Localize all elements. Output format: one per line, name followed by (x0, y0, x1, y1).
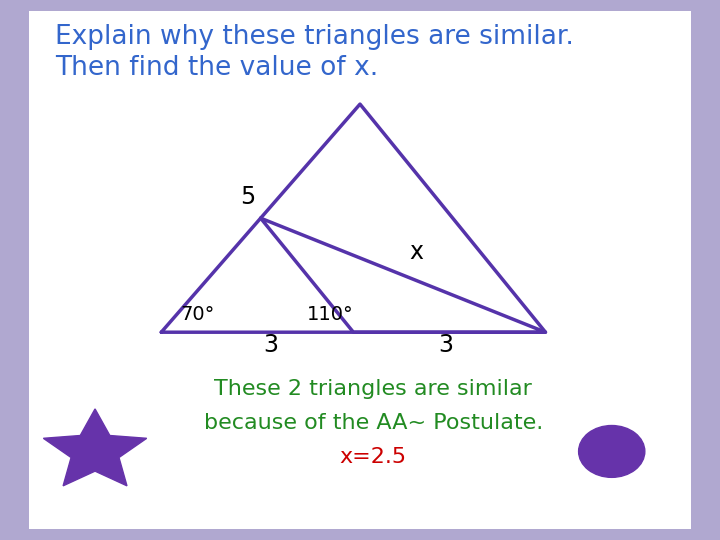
Text: Then find the value of x.: Then find the value of x. (55, 55, 379, 81)
Text: 5: 5 (240, 185, 255, 210)
Text: 70°: 70° (181, 305, 215, 323)
Text: Explain why these triangles are similar.: Explain why these triangles are similar. (55, 24, 574, 50)
Text: 3: 3 (263, 333, 278, 357)
Text: x: x (409, 240, 423, 264)
Circle shape (579, 426, 645, 477)
Polygon shape (43, 409, 147, 486)
Text: because of the AA~ Postulate.: because of the AA~ Postulate. (204, 413, 543, 433)
Text: These 2 triangles are similar: These 2 triangles are similar (215, 379, 532, 399)
Text: 3: 3 (438, 333, 454, 357)
Text: x=2.5: x=2.5 (340, 447, 407, 467)
Text: 110°: 110° (307, 305, 354, 323)
FancyBboxPatch shape (29, 11, 691, 529)
